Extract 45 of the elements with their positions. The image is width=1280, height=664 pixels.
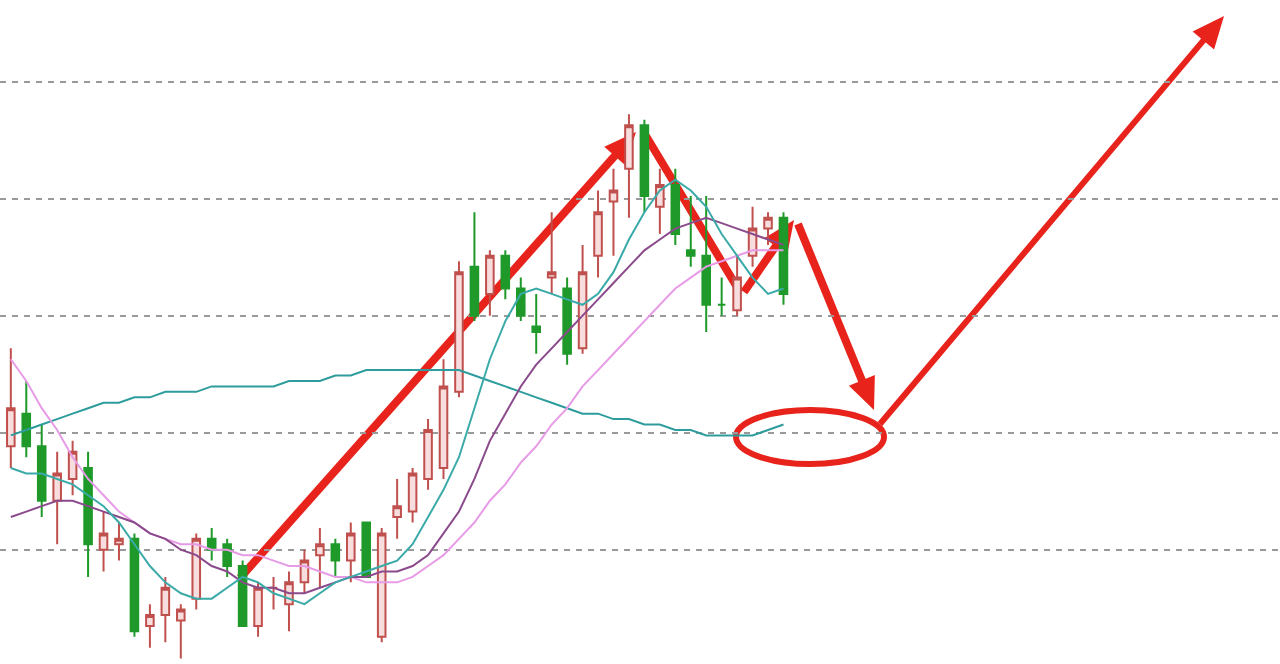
candlestick [52, 450, 62, 546]
candlestick [577, 243, 588, 355]
candlestick [500, 249, 511, 301]
candlestick [36, 423, 47, 519]
candlestick [191, 532, 202, 611]
candlestick [624, 113, 634, 219]
candlestick [546, 211, 557, 295]
candlestick [253, 581, 263, 638]
candlestick [716, 276, 727, 317]
candlestick [515, 276, 526, 323]
candlestick [361, 521, 372, 578]
candlestick [407, 467, 418, 524]
candlestick [392, 477, 402, 540]
candlestick [469, 211, 480, 323]
candlestick [778, 211, 789, 306]
candlestick [330, 537, 341, 578]
candlestick [593, 189, 603, 279]
candlestick [206, 526, 217, 562]
candlestick [83, 450, 93, 578]
candlestick [438, 358, 449, 480]
candlestick [608, 167, 619, 257]
candlestick [531, 292, 541, 355]
candlestick [160, 575, 171, 644]
candlestick [454, 260, 464, 399]
candlestick [639, 118, 650, 214]
candlestick [655, 167, 665, 236]
candlestick [732, 254, 742, 317]
candlestick [346, 521, 356, 584]
candlestick [176, 603, 186, 660]
candlestick [114, 521, 124, 562]
candlestick [562, 276, 572, 366]
candlestick [670, 167, 681, 246]
candlestick [129, 532, 140, 638]
candlestick [222, 537, 232, 578]
candlestick [21, 379, 32, 459]
candlestick [315, 526, 325, 589]
candlestick [423, 418, 433, 491]
candlestick [701, 194, 711, 333]
candlestick [685, 194, 696, 268]
candlestick [98, 510, 109, 573]
candlestick [763, 211, 773, 246]
candlestick [268, 575, 279, 611]
candlestick [6, 347, 16, 470]
candlestick [485, 249, 495, 317]
candlestick [145, 603, 155, 649]
